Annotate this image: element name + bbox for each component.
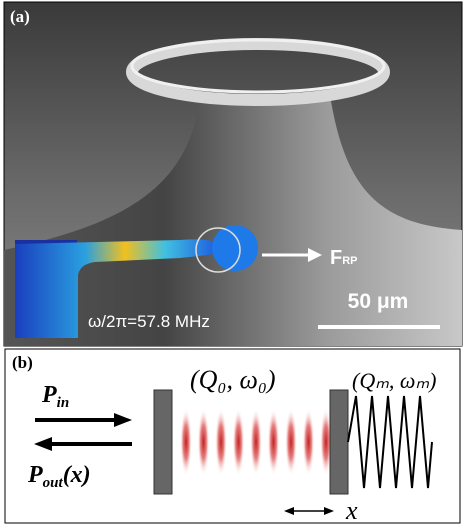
- field-lobe: [268, 408, 280, 476]
- panel-label: (b): [12, 353, 33, 372]
- input-subscript: in: [57, 395, 70, 411]
- input-symbol: P: [41, 382, 57, 408]
- output-argument: (x): [63, 462, 91, 488]
- frequency-label: ω/2π=57.8 MHz: [88, 312, 210, 331]
- scale-bar-label: 50 μm: [348, 290, 409, 313]
- movable-mirror: [330, 390, 348, 494]
- optical-mode: (Q₀, ω₀): [190, 365, 276, 394]
- field-lobe: [303, 408, 315, 476]
- field-lobe: [215, 408, 227, 476]
- field-lobe: [250, 408, 262, 476]
- force-symbol: F: [330, 247, 342, 269]
- output-symbol: P: [27, 462, 43, 488]
- panel-b: (b) Pin Pout(x) (Q₀, ω₀) (Qₘ, ωₘ) x: [5, 349, 460, 525]
- panel-a: (a) FRP ω/2π=57.8 MHz 50 μm: [4, 2, 462, 346]
- displacement-label: x: [345, 496, 358, 525]
- field-lobe: [233, 408, 245, 476]
- field-lobe: [180, 408, 192, 476]
- output-subscript: out: [43, 475, 64, 491]
- cavity-field: [180, 408, 332, 476]
- fixed-mirror: [154, 390, 172, 494]
- panel-label: (a): [10, 7, 30, 26]
- field-lobe: [285, 408, 297, 476]
- mechanical-mode: (Qₘ, ωₘ): [352, 368, 437, 393]
- figure: (a) FRP ω/2π=57.8 MHz 50 μm (b) Pin Pout…: [0, 0, 466, 529]
- force-subscript: RP: [342, 255, 357, 267]
- field-lobe: [198, 408, 210, 476]
